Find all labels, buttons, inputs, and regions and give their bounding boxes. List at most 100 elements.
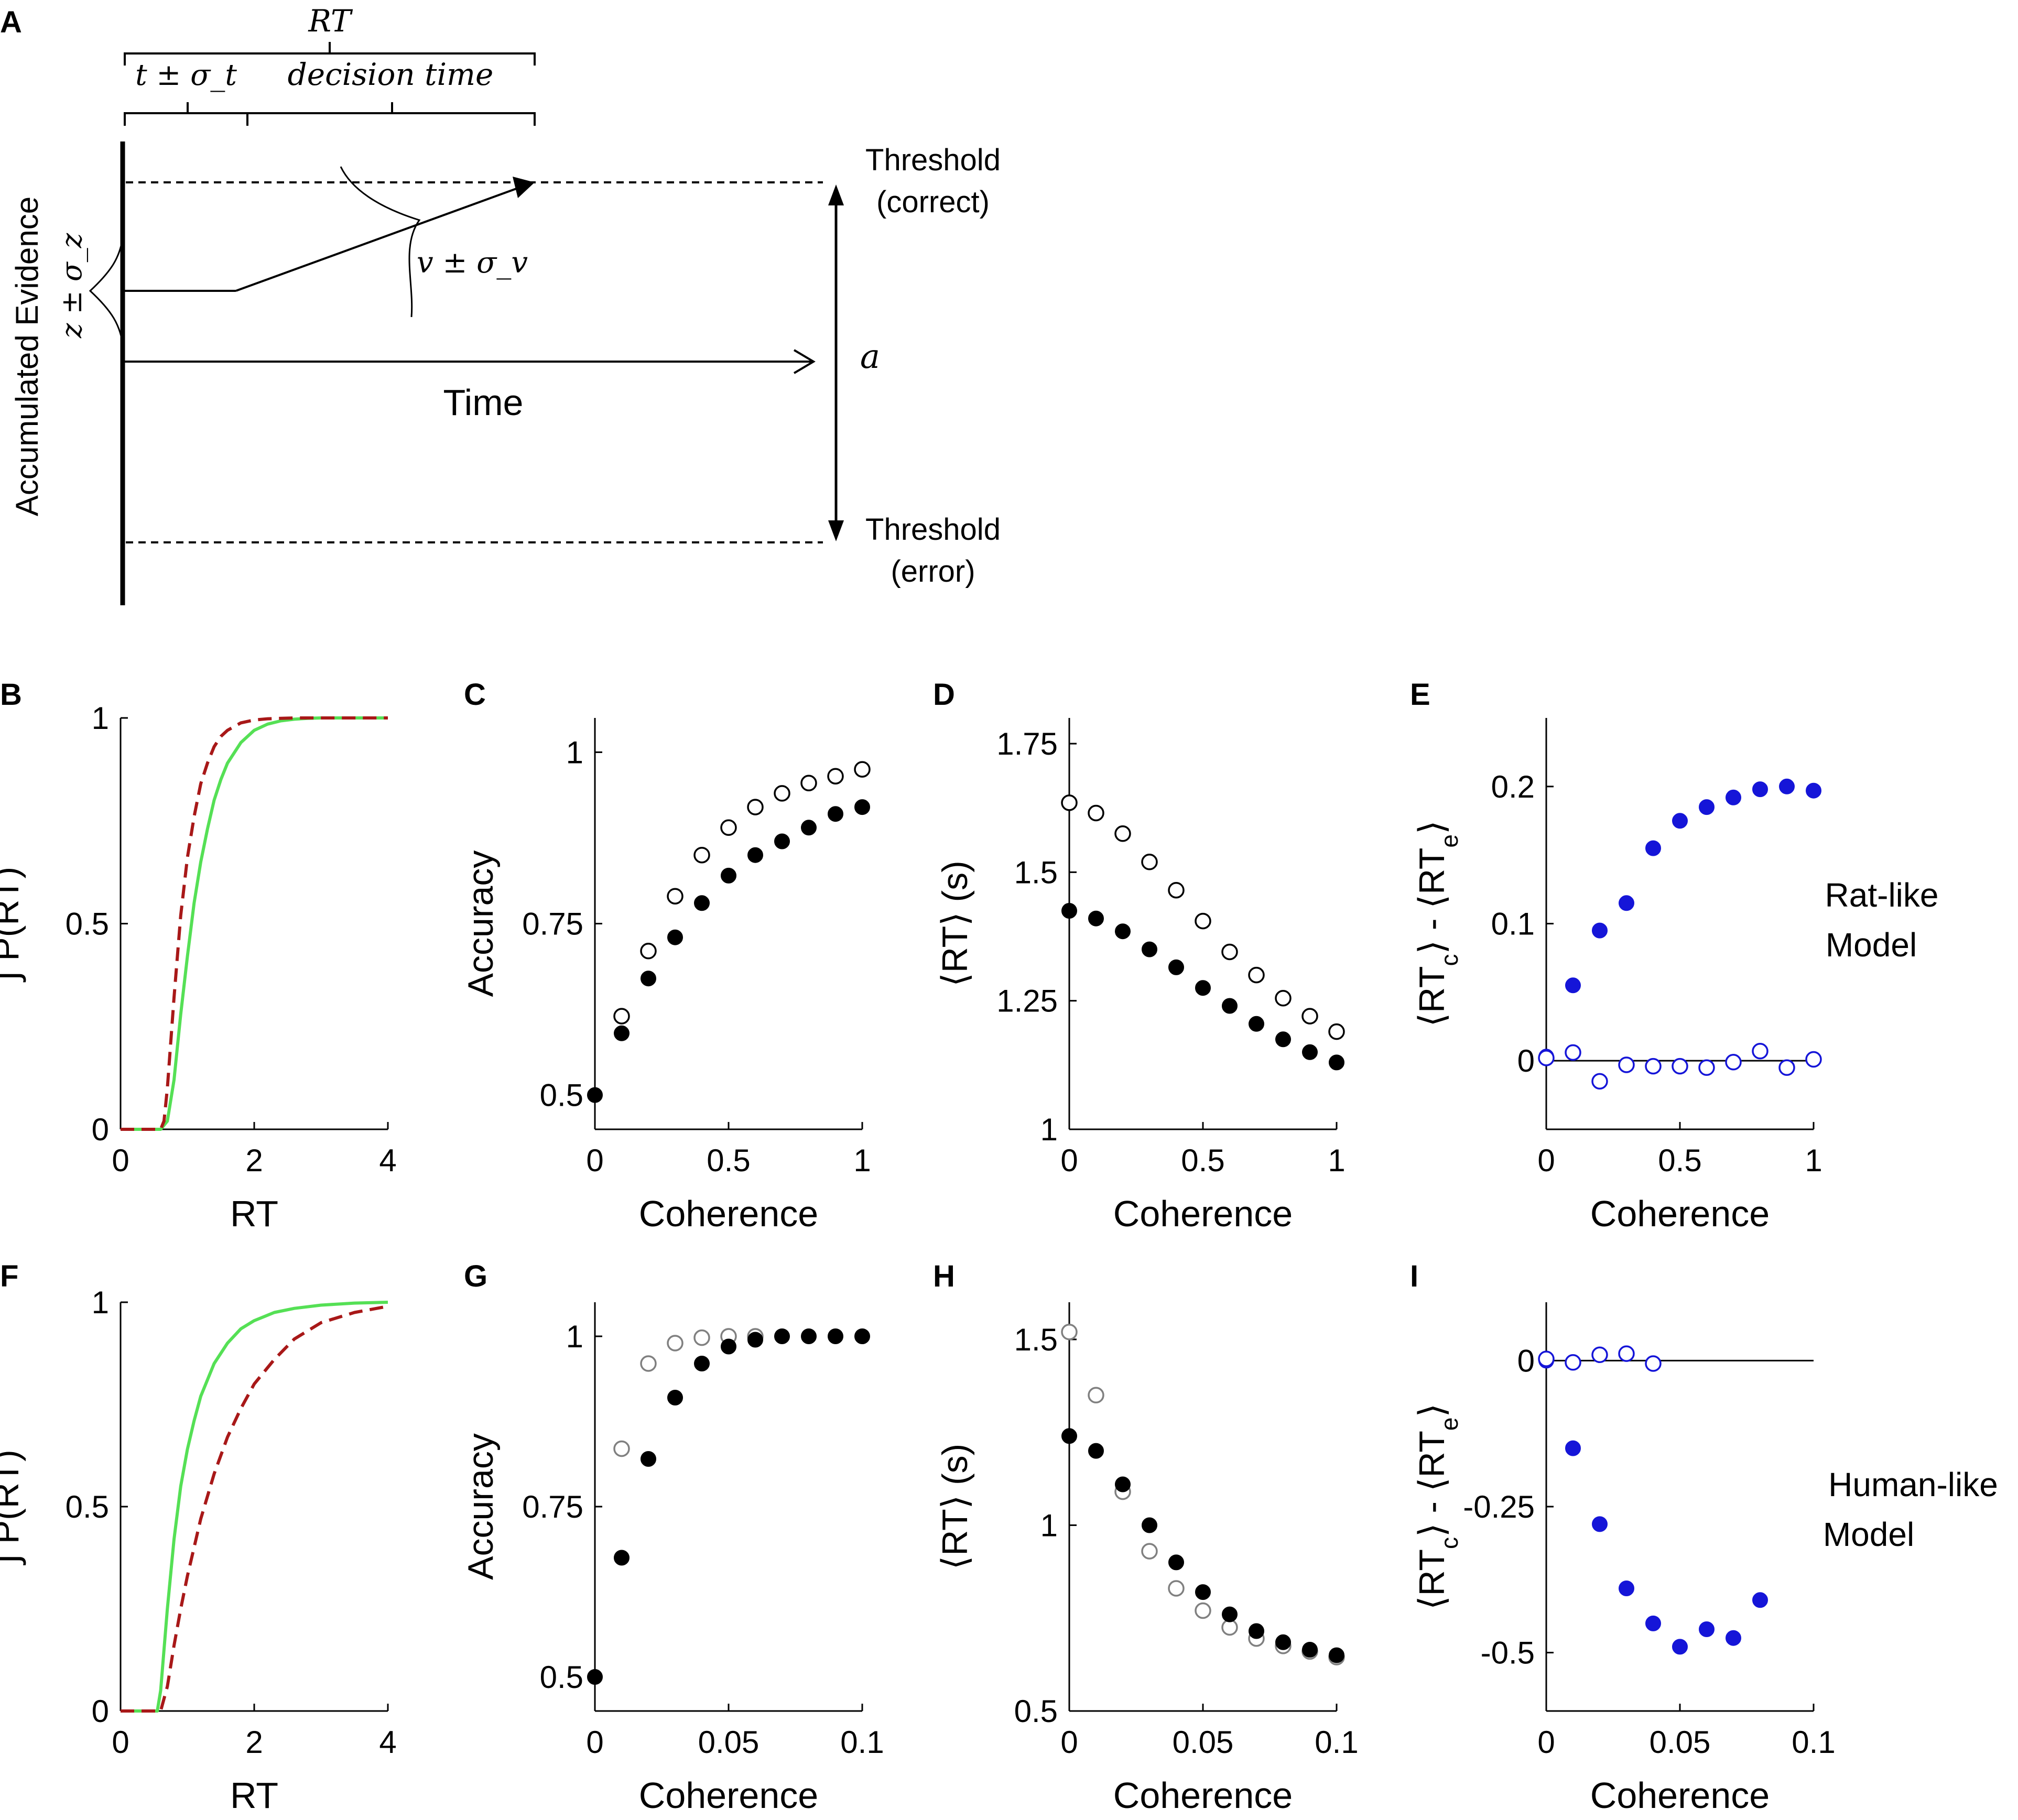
- x-tick-label-g: 0.1: [840, 1725, 884, 1760]
- panel-letter-i: I: [1410, 1259, 1418, 1293]
- point-open-d: [1248, 966, 1265, 984]
- point-filled-d: [1222, 998, 1238, 1014]
- panel-letter-b: B: [0, 678, 22, 712]
- point-filled-d: [1168, 959, 1184, 975]
- x-tick-label-b: 4: [379, 1143, 396, 1178]
- point-filled-c: [614, 1025, 630, 1041]
- x-tick-label-e: 0: [1537, 1143, 1555, 1178]
- y-tick-label-b: 0.5: [66, 907, 109, 942]
- point-filled-h: [1061, 1428, 1077, 1444]
- x-tick-label-f: 0: [112, 1725, 129, 1760]
- point-open-h: [1195, 1602, 1211, 1619]
- point-open-e: [1618, 1056, 1635, 1073]
- x-tick-label-h: 0.05: [1173, 1725, 1234, 1760]
- evidence-axis-label: Accumulated Evidence: [9, 197, 45, 516]
- drift-label: v ± σ_v: [417, 246, 528, 280]
- panel-letter-a: A: [0, 5, 22, 39]
- decision-time-brace: [246, 102, 536, 126]
- point-filled-c: [694, 895, 710, 911]
- point-filled-i: [1752, 1592, 1768, 1608]
- x-axis-label-b: RT: [230, 1193, 278, 1234]
- chart-g-accuracy-human: 0 0.05 0.1 0.5 0.75 1 Coherence Accuracy: [461, 1302, 884, 1816]
- rat-like-label-line2: Model: [1826, 926, 1917, 964]
- x-axis-label-g: Coherence: [639, 1775, 818, 1816]
- y-tick-label-f: 0.5: [66, 1489, 109, 1524]
- time-axis-arrowhead: [793, 349, 816, 374]
- point-filled-e: [1592, 922, 1608, 939]
- drift-diffusion-schematic: A RT t ± σ_t decision time Accumulated E…: [0, 3, 1001, 605]
- start-point-distribution: [89, 238, 124, 344]
- point-open-i: [1591, 1346, 1608, 1364]
- y-tick-label-b: 1: [92, 701, 109, 736]
- threshold-correct-line1: Threshold: [865, 143, 1001, 177]
- y-tick-label-i: -0.5: [1481, 1636, 1535, 1671]
- point-open-e: [1672, 1058, 1688, 1075]
- series-correct-line-f: [121, 1301, 388, 1713]
- point-open-c: [667, 888, 683, 904]
- point-open-i: [1618, 1345, 1635, 1362]
- point-filled-h: [1249, 1623, 1264, 1639]
- evidence-drift: [235, 188, 517, 292]
- point-open-d: [1221, 943, 1238, 961]
- point-filled-c: [801, 820, 817, 836]
- point-open-e: [1752, 1043, 1769, 1060]
- point-filled-c: [721, 867, 736, 884]
- series-error-line-f: [121, 1304, 388, 1713]
- point-open-d: [1301, 1008, 1318, 1025]
- point-filled-g: [721, 1338, 736, 1355]
- point-filled-i: [1592, 1516, 1608, 1532]
- point-filled-i: [1672, 1639, 1688, 1655]
- x-axis-label-i: Coherence: [1590, 1775, 1770, 1816]
- human-like-label-line2: Model: [1823, 1516, 1914, 1553]
- point-filled-e: [1672, 813, 1688, 829]
- threshold-correct-line2: (correct): [876, 185, 990, 219]
- point-open-g: [667, 1335, 683, 1352]
- point-filled-g: [667, 1390, 683, 1405]
- chart-h-mean-rt-human: 0 0.05 0.1 0.5 1 1.5 Coherence ⟨RT⟩ (s): [935, 1302, 1359, 1816]
- chart-b-rt-cdf-rat: 0 2 4 0 0.5 1 RT ∫ P(RT): [0, 701, 397, 1234]
- point-filled-h: [1302, 1642, 1318, 1658]
- x-tick-label-h: 0: [1060, 1725, 1078, 1760]
- point-filled-e: [1779, 778, 1795, 794]
- point-open-c: [800, 775, 817, 792]
- point-filled-g: [828, 1328, 843, 1344]
- point-open-d: [1195, 912, 1211, 930]
- point-filled-d: [1115, 923, 1131, 940]
- y-tick-label-c: 0.5: [540, 1078, 583, 1113]
- point-filled-g: [774, 1328, 790, 1344]
- x-tick-label-c: 0: [586, 1143, 603, 1178]
- y-tick-label-h: 1.5: [1014, 1322, 1058, 1357]
- point-filled-d: [1088, 910, 1104, 927]
- point-filled-g: [801, 1328, 817, 1344]
- point-open-g: [693, 1329, 710, 1346]
- decision-time-label: decision time: [288, 57, 494, 92]
- point-filled-g: [747, 1332, 763, 1348]
- y-tick-label-h: 1: [1040, 1508, 1058, 1543]
- point-filled-e: [1806, 782, 1821, 799]
- point-filled-e: [1726, 789, 1741, 805]
- point-open-c: [640, 943, 657, 960]
- point-filled-c: [641, 971, 656, 987]
- separation-label: a: [860, 337, 880, 376]
- threshold-error-line1: Threshold: [865, 513, 1001, 547]
- y-axis-label-e: ⟨RTc⟩ - ⟨RTe⟩: [1412, 821, 1463, 1027]
- x-tick-label-h: 0.1: [1315, 1725, 1358, 1760]
- x-tick-label-d: 0: [1060, 1143, 1078, 1178]
- point-filled-h: [1115, 1476, 1131, 1492]
- point-filled-g: [614, 1550, 630, 1566]
- x-axis-label-d: Coherence: [1113, 1193, 1293, 1234]
- y-tick-label-d: 1.5: [1014, 855, 1058, 890]
- panel-letter-c: C: [464, 678, 486, 712]
- chart-f-rt-cdf-human: 0 2 4 0 0.5 1 RT ∫ P(RT): [0, 1285, 397, 1816]
- point-filled-d: [1142, 941, 1157, 957]
- point-open-d: [1061, 794, 1078, 811]
- x-tick-label-i: 0: [1537, 1725, 1555, 1760]
- point-filled-g: [587, 1669, 603, 1685]
- drift-distribution: [340, 166, 421, 318]
- x-tick-label-d: 0.5: [1181, 1143, 1224, 1178]
- point-filled-g: [641, 1451, 656, 1467]
- point-filled-c: [747, 847, 763, 863]
- rt-brace: [124, 42, 536, 66]
- point-open-c: [747, 799, 764, 815]
